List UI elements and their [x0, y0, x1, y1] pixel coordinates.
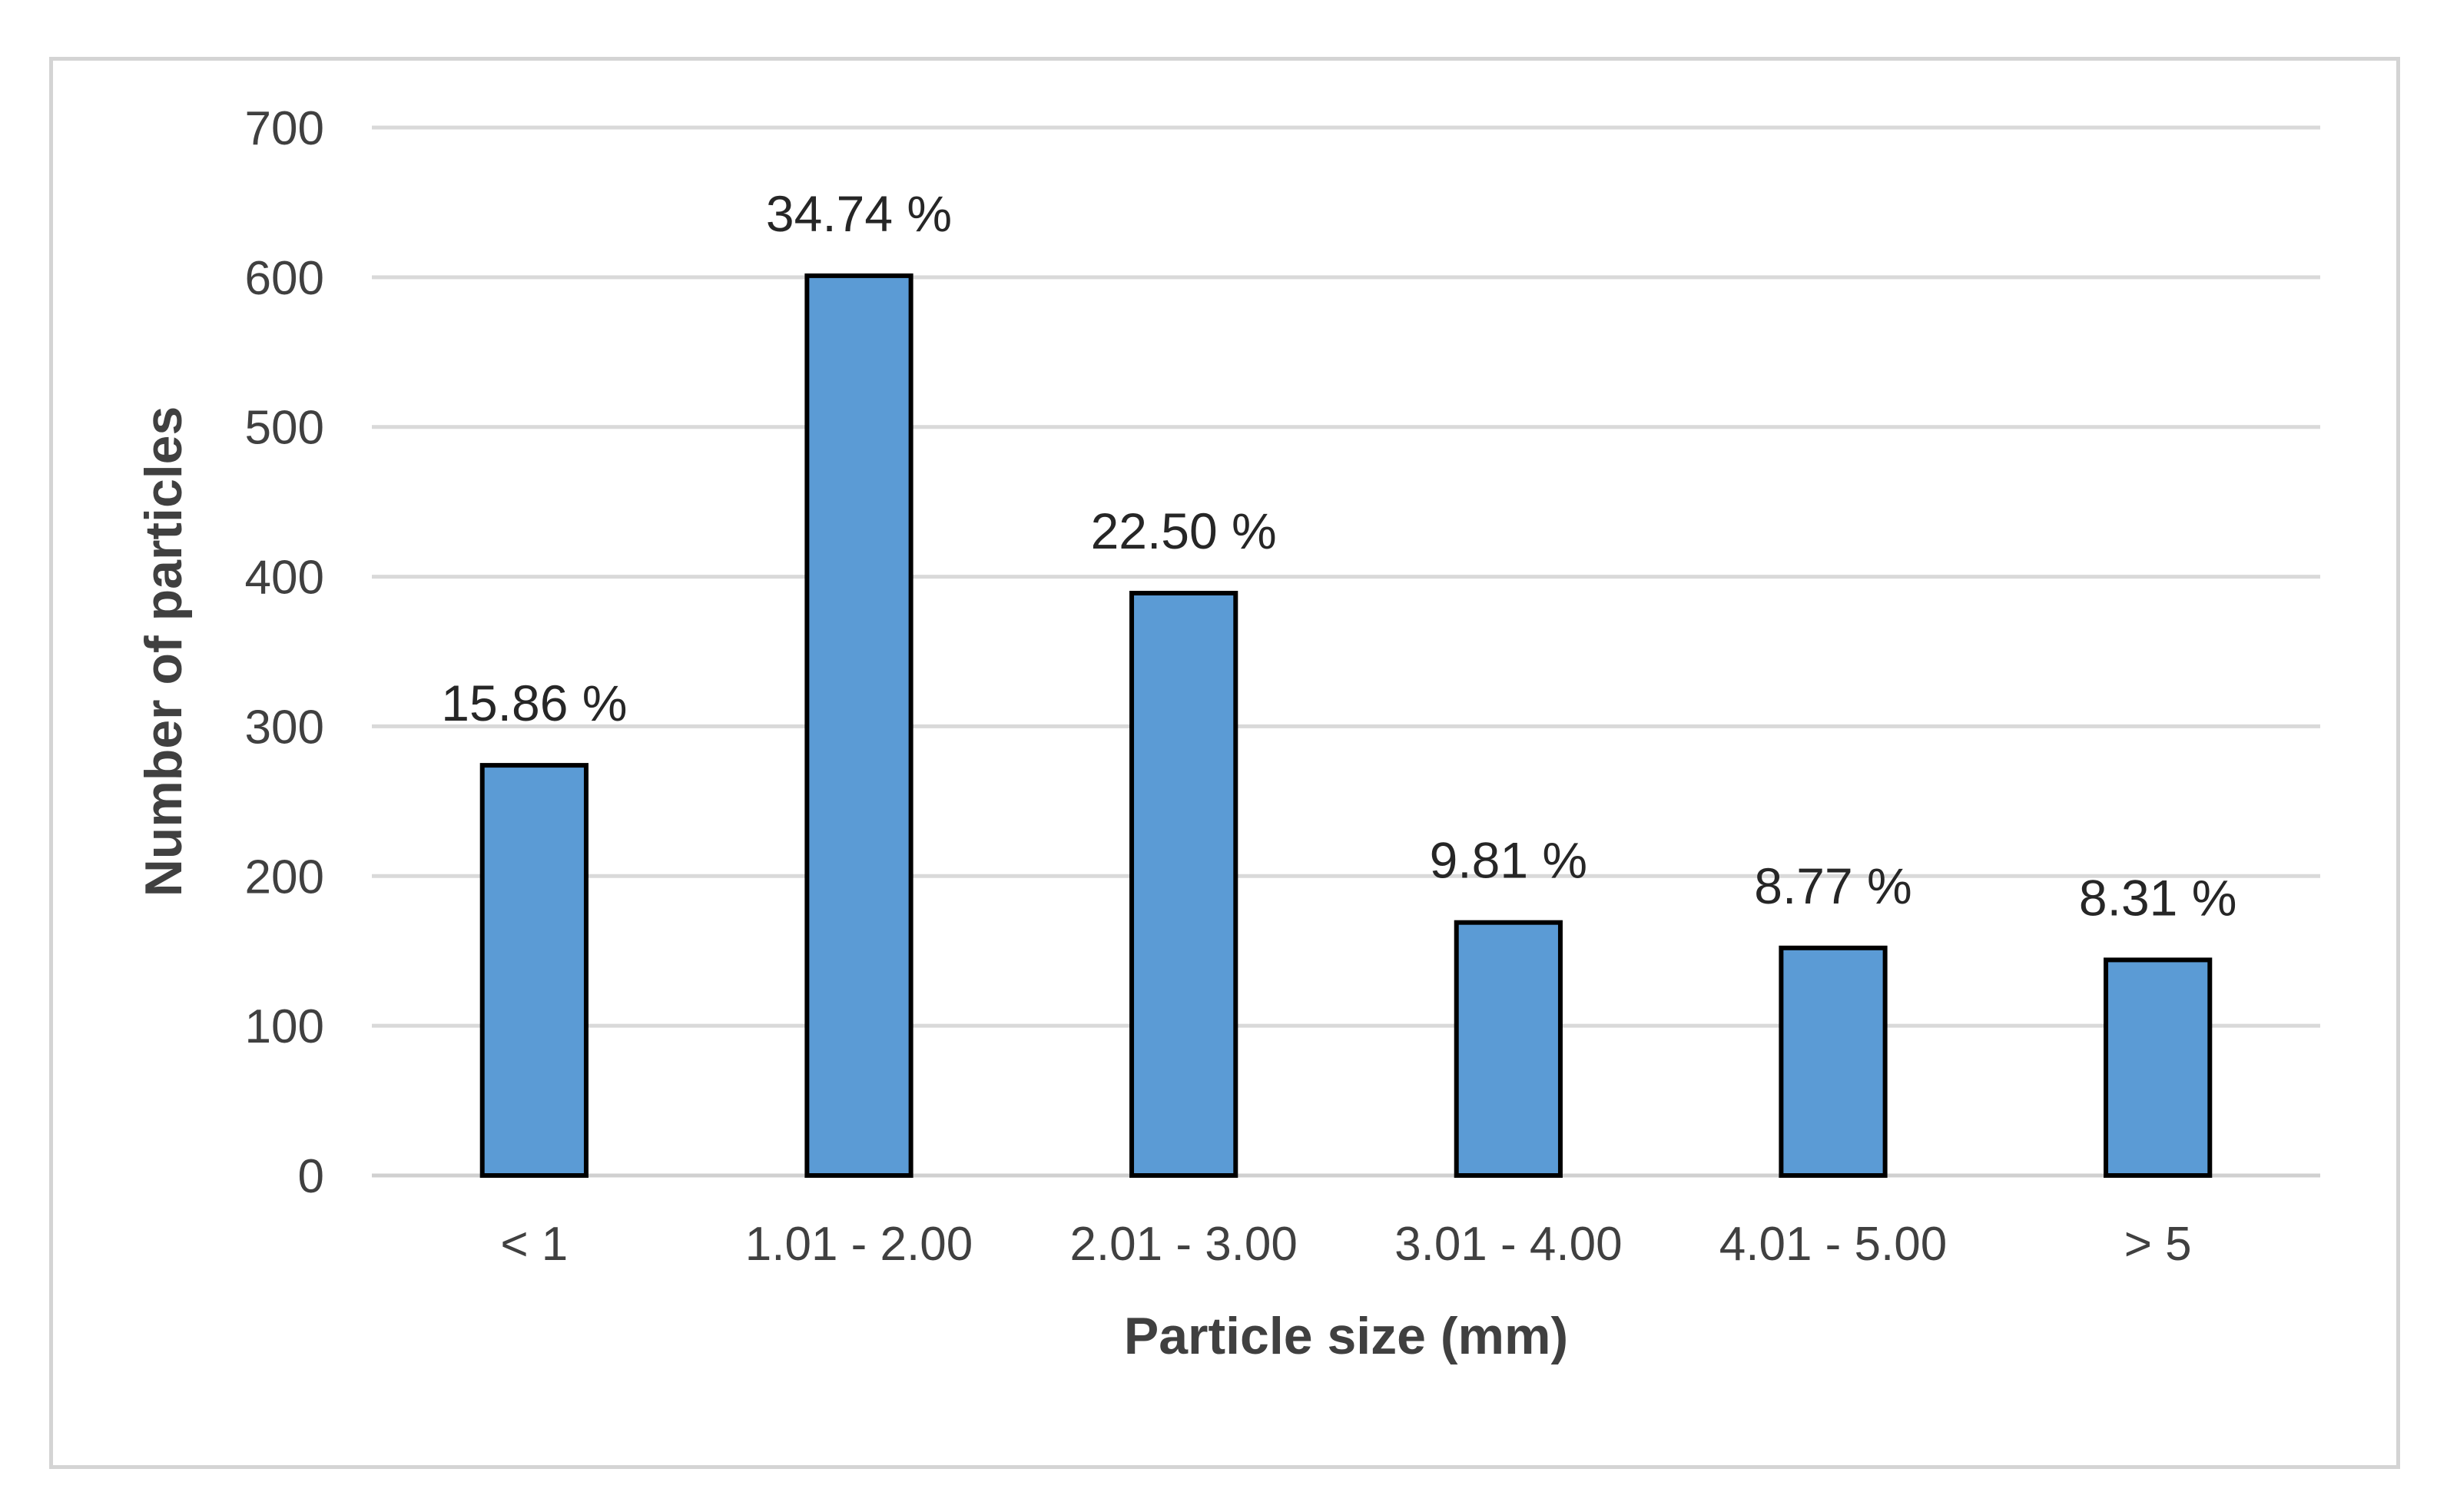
bars [479, 273, 2213, 1179]
y-axis-ticks: 0 100 200 300 400 500 600 700 [245, 102, 324, 1203]
x-tick-label: 4.01 - 5.00 [1719, 1218, 1947, 1271]
bar [2104, 957, 2213, 1179]
data-label: 9.81 % [1430, 832, 1587, 889]
y-axis-title: Number of particles [134, 406, 193, 897]
y-tick-label: 400 [245, 552, 324, 605]
y-tick-label: 700 [245, 102, 324, 155]
bar [804, 273, 913, 1178]
y-tick-label: 500 [245, 402, 324, 455]
data-label: 8.77 % [1754, 857, 1911, 914]
data-label: 15.86 % [441, 675, 627, 731]
y-tick-label: 0 [298, 1150, 324, 1203]
gridlines [372, 125, 2320, 1178]
bar [1129, 591, 1238, 1178]
y-tick-label: 200 [245, 850, 324, 904]
x-axis-title: Particle size (mm) [1124, 1307, 1568, 1365]
y-tick-label: 600 [245, 252, 324, 305]
bar [1779, 945, 1888, 1178]
y-tick-label: 100 [245, 1000, 324, 1053]
x-tick-label: < 1 [500, 1218, 568, 1271]
y-tick-label: 300 [245, 701, 324, 754]
x-tick-label: 3.01 - 4.00 [1394, 1218, 1622, 1271]
x-axis-ticks: < 1 1.01 - 2.00 2.01 - 3.00 3.01 - 4.00 4.01… [500, 1218, 2191, 1271]
x-tick-label: > 5 [2124, 1218, 2192, 1271]
x-tick-label: 1.01 - 2.00 [745, 1218, 973, 1271]
data-label: 34.74 % [766, 185, 952, 242]
data-labels: 15.86 % 34.74 % 22.50 % 9.81 % 8.77 % 8.31 % [441, 185, 2236, 926]
bar [479, 763, 589, 1178]
data-label: 22.50 % [1091, 502, 1277, 559]
x-tick-label: 2.01 - 3.00 [1069, 1218, 1297, 1271]
bar [1454, 920, 1563, 1178]
data-label: 8.31 % [2079, 869, 2236, 926]
